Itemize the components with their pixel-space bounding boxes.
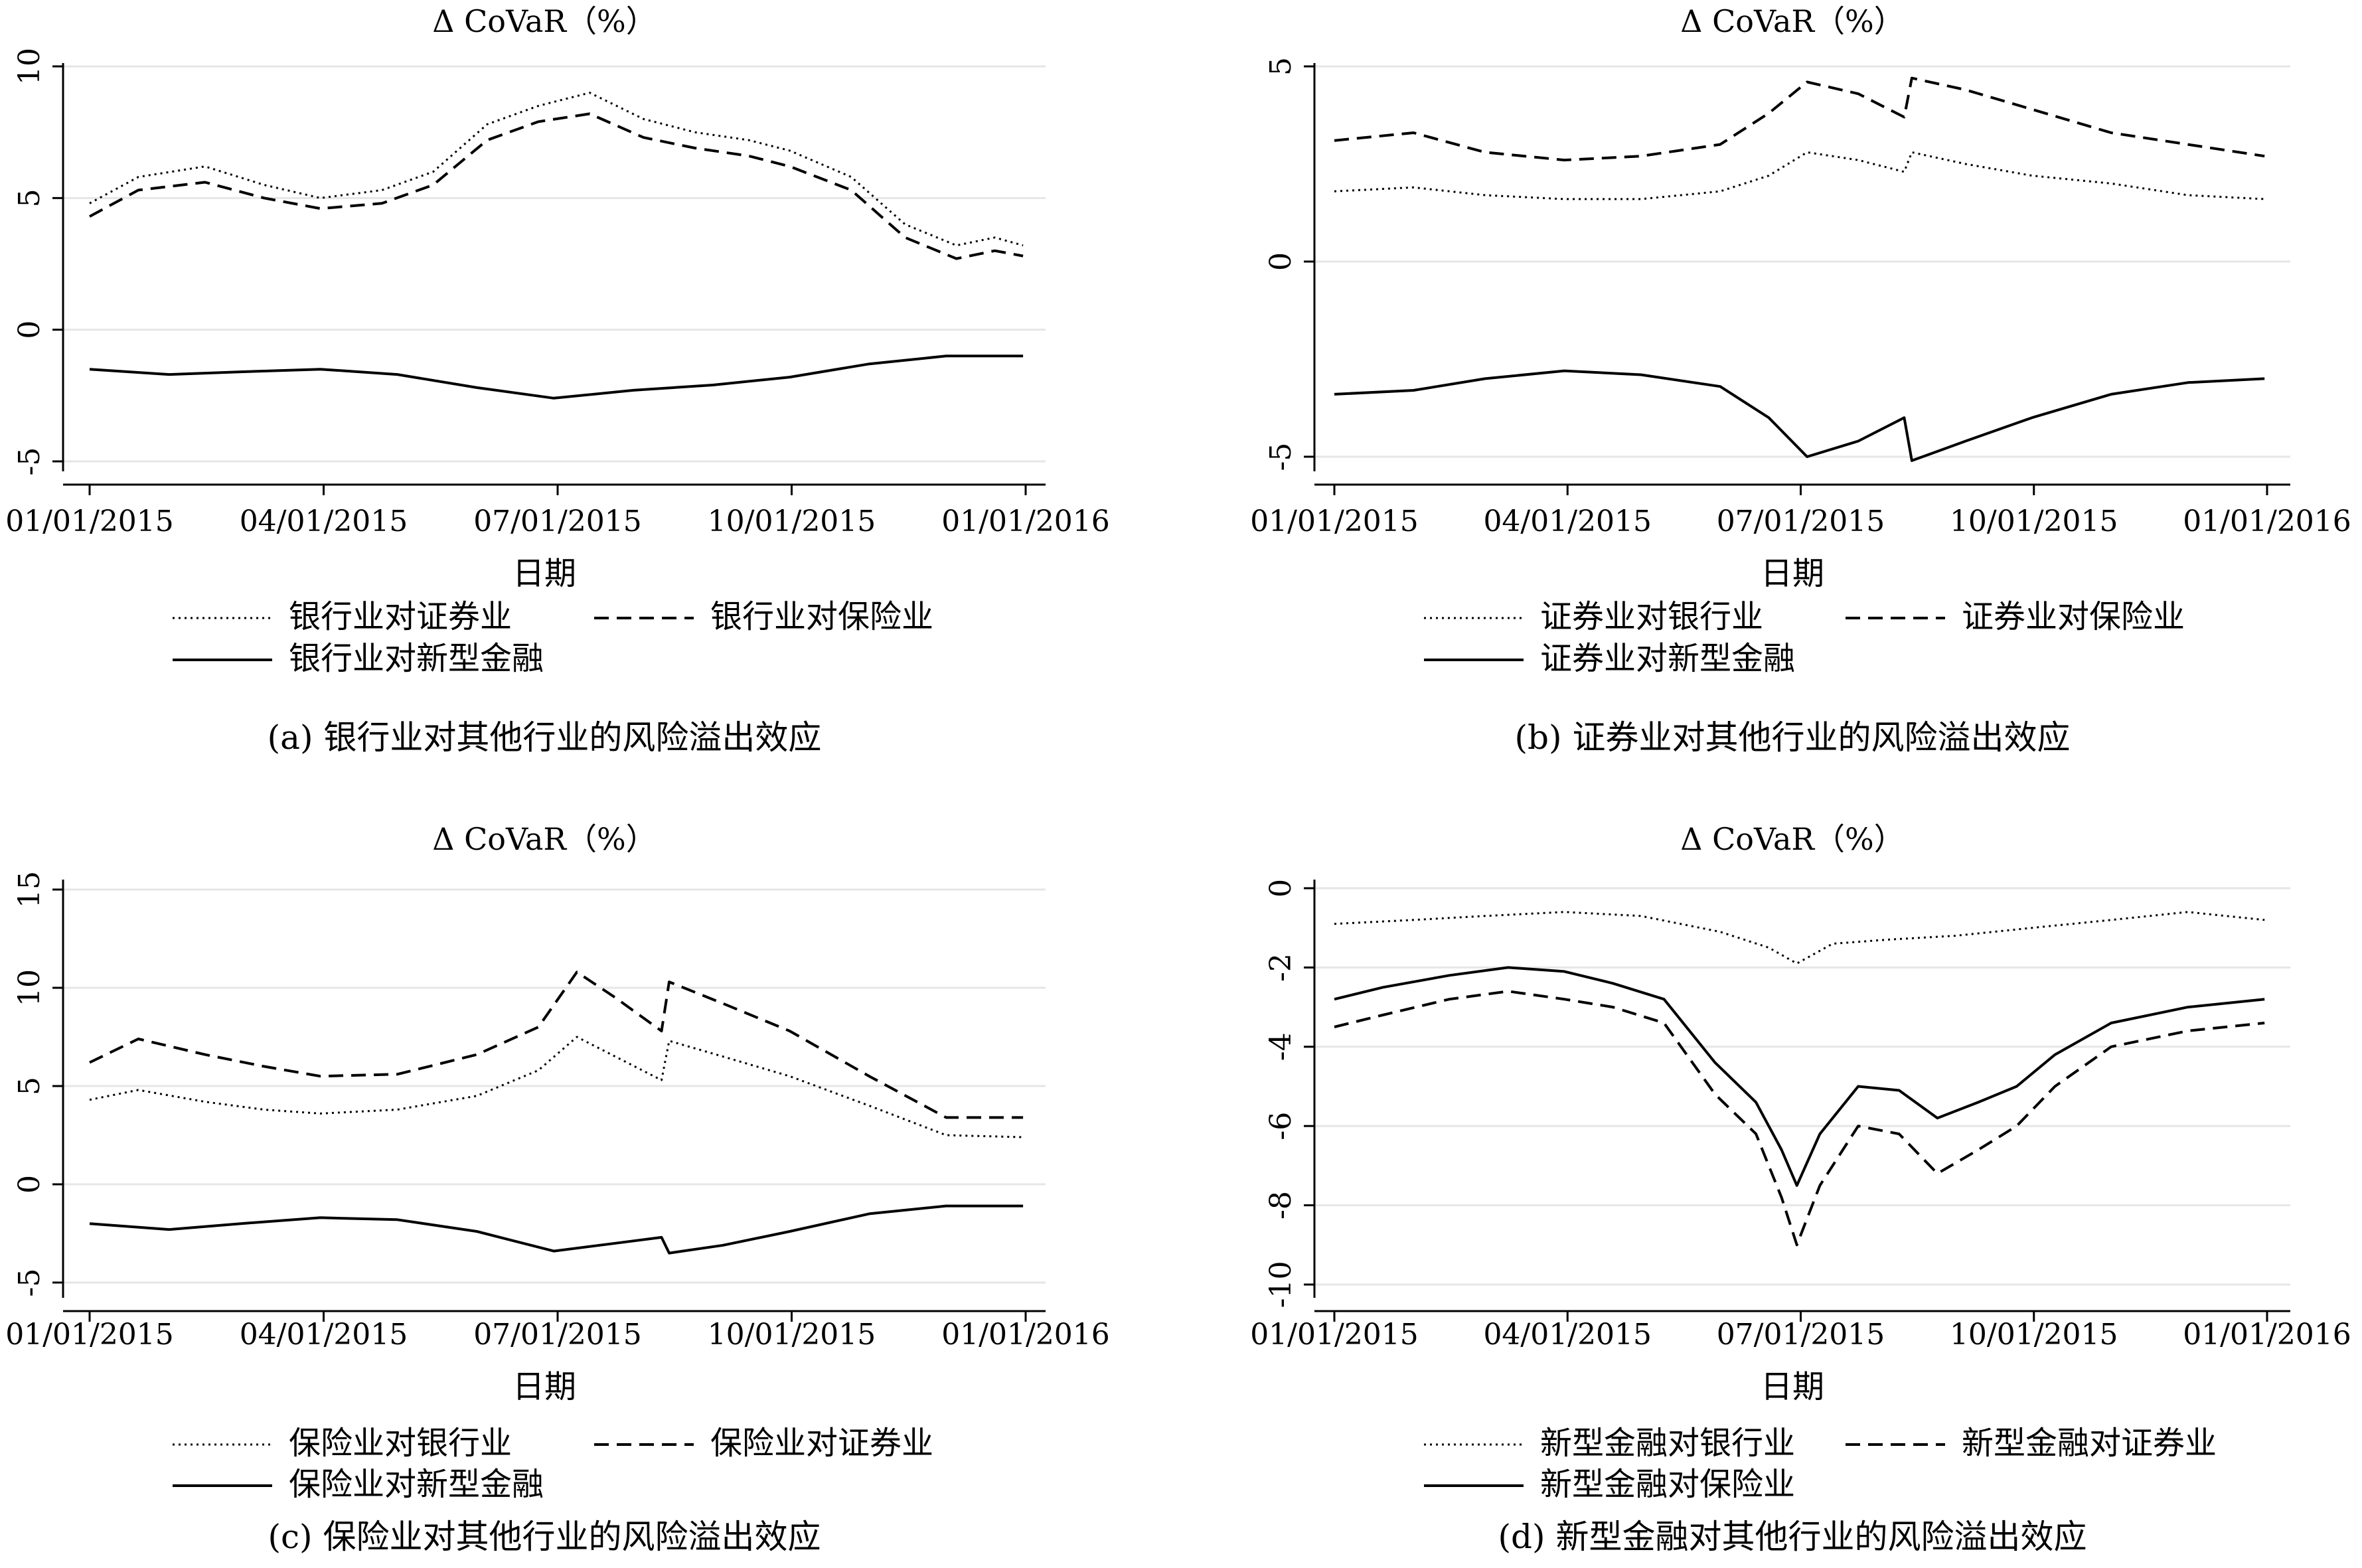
y-tick-label: -8: [1264, 1191, 1298, 1219]
series-line-3: [89, 354, 1024, 400]
series-line-1: [1334, 911, 2265, 965]
y-tick-label: -5: [13, 447, 46, 476]
series-line-2: [89, 971, 1024, 1119]
x-tick-label: 01/01/2015: [1250, 1318, 1419, 1352]
y-tick-label: 0: [13, 1175, 46, 1194]
x-tick-label: 01/01/2015: [1250, 505, 1419, 538]
x-axis-label: 日期: [512, 1368, 576, 1405]
chart-panel-b: Δ CoVaR（%） 5 0 -5 01/01/2015 04/01/2015 07/01/…: [1250, 3, 2351, 757]
x-tick-label: 07/01/2015: [473, 505, 642, 538]
y-tick-label: 0: [1264, 252, 1298, 271]
chart-caption: (c) 保险业对其他行业的风险溢出效应: [268, 1518, 821, 1556]
chart-caption: (b) 证券业对其他行业的风险溢出效应: [1515, 718, 2071, 757]
chart-panel-a: Δ CoVaR（%） 10 5 0 -5 01/01/2015 04/01/2015 07/0…: [5, 3, 1110, 757]
x-tick-label: 04/01/2015: [240, 1318, 408, 1352]
x-tick-label: 04/01/2015: [240, 505, 408, 538]
x-tick-label: 07/01/2015: [1717, 1318, 1885, 1352]
x-tick-label: 04/01/2015: [1483, 505, 1652, 538]
y-tick-label: 5: [13, 1077, 46, 1095]
chart-title: Δ CoVaR（%）: [1680, 821, 1905, 857]
chart-caption: (a) 银行业对其他行业的风险溢出效应: [268, 718, 822, 757]
legend-label: 证券业对新型金融: [1540, 640, 1795, 677]
x-tick-label: 01/01/2015: [5, 505, 174, 538]
y-tick-label: 5: [13, 189, 46, 207]
y-tick-label: 10: [13, 48, 46, 85]
legend-label: 新型金融对银行业: [1540, 1425, 1795, 1462]
x-axis-label: 日期: [1761, 555, 1824, 592]
legend-label: 银行业对新型金融: [289, 640, 544, 677]
y-tick-label: -10: [1264, 1261, 1298, 1308]
x-tick-label: 01/01/2016: [941, 1318, 1110, 1352]
chart-title: Δ CoVaR（%）: [1680, 3, 1905, 39]
legend-label: 新型金融对保险业: [1540, 1466, 1795, 1503]
y-tick-label: -2: [1264, 953, 1298, 982]
x-tick-label: 01/01/2016: [2183, 1318, 2351, 1352]
series-line-2: [1334, 990, 2265, 1247]
x-axis-label: 日期: [1761, 1368, 1824, 1405]
chart-panel-c: Δ CoVaR（%） 15 10 5 0 -5 01/01/2015 04/01/2015 07…: [5, 821, 1110, 1556]
series-line-1: [1334, 151, 2265, 200]
y-tick-label: 5: [1264, 57, 1298, 76]
chart-panel-d: Δ CoVaR（%） 0 -2 -4 -6 -8 -10 01/01/2015 04/01/20…: [1250, 821, 2351, 1556]
y-tick-label: -5: [1264, 443, 1298, 471]
y-tick-label: 0: [13, 321, 46, 339]
legend-label: 证券业对银行业: [1540, 598, 1763, 635]
chart-title: Δ CoVaR（%）: [432, 821, 657, 857]
x-tick-label: 04/01/2015: [1483, 1318, 1652, 1352]
x-tick-label: 10/01/2015: [1950, 1318, 2118, 1352]
y-tick-label: 10: [13, 969, 46, 1006]
series-line-3: [1334, 966, 2265, 1187]
chart-caption: (d) 新型金融对其他行业的风险溢出效应: [1498, 1518, 2087, 1556]
legend-label: 保险业对银行业: [289, 1425, 512, 1462]
legend-label: 银行业对证券业: [289, 598, 512, 635]
series-line-3: [89, 1204, 1024, 1255]
x-tick-label: 10/01/2015: [1950, 505, 2118, 538]
series-line-2: [1334, 76, 2265, 162]
legend-label: 保险业对新型金融: [289, 1466, 544, 1503]
x-tick-label: 01/01/2015: [5, 1318, 174, 1352]
x-tick-label: 07/01/2015: [473, 1318, 642, 1352]
series-line-2: [89, 112, 1024, 260]
x-tick-label: 10/01/2015: [708, 505, 876, 538]
legend-label: 银行业对保险业: [710, 598, 933, 635]
x-axis-label: 日期: [512, 555, 576, 592]
y-tick-label: -6: [1264, 1112, 1298, 1140]
chart-title: Δ CoVaR（%）: [432, 3, 657, 39]
series-line-3: [1334, 369, 2265, 462]
x-tick-label: 01/01/2016: [2183, 505, 2351, 538]
series-line-1: [89, 1036, 1024, 1138]
y-tick-label: -4: [1264, 1032, 1298, 1061]
series-line-1: [89, 92, 1024, 247]
legend-label: 保险业对证券业: [710, 1425, 933, 1462]
legend-label: 证券业对保险业: [1962, 598, 2185, 635]
y-tick-label: 0: [1264, 879, 1298, 898]
y-tick-label: -5: [13, 1269, 46, 1297]
y-tick-label: 15: [13, 871, 46, 908]
x-tick-label: 10/01/2015: [708, 1318, 876, 1352]
legend-label: 新型金融对证券业: [1962, 1425, 2217, 1462]
x-tick-label: 07/01/2015: [1717, 505, 1885, 538]
x-tick-label: 01/01/2016: [941, 505, 1110, 538]
